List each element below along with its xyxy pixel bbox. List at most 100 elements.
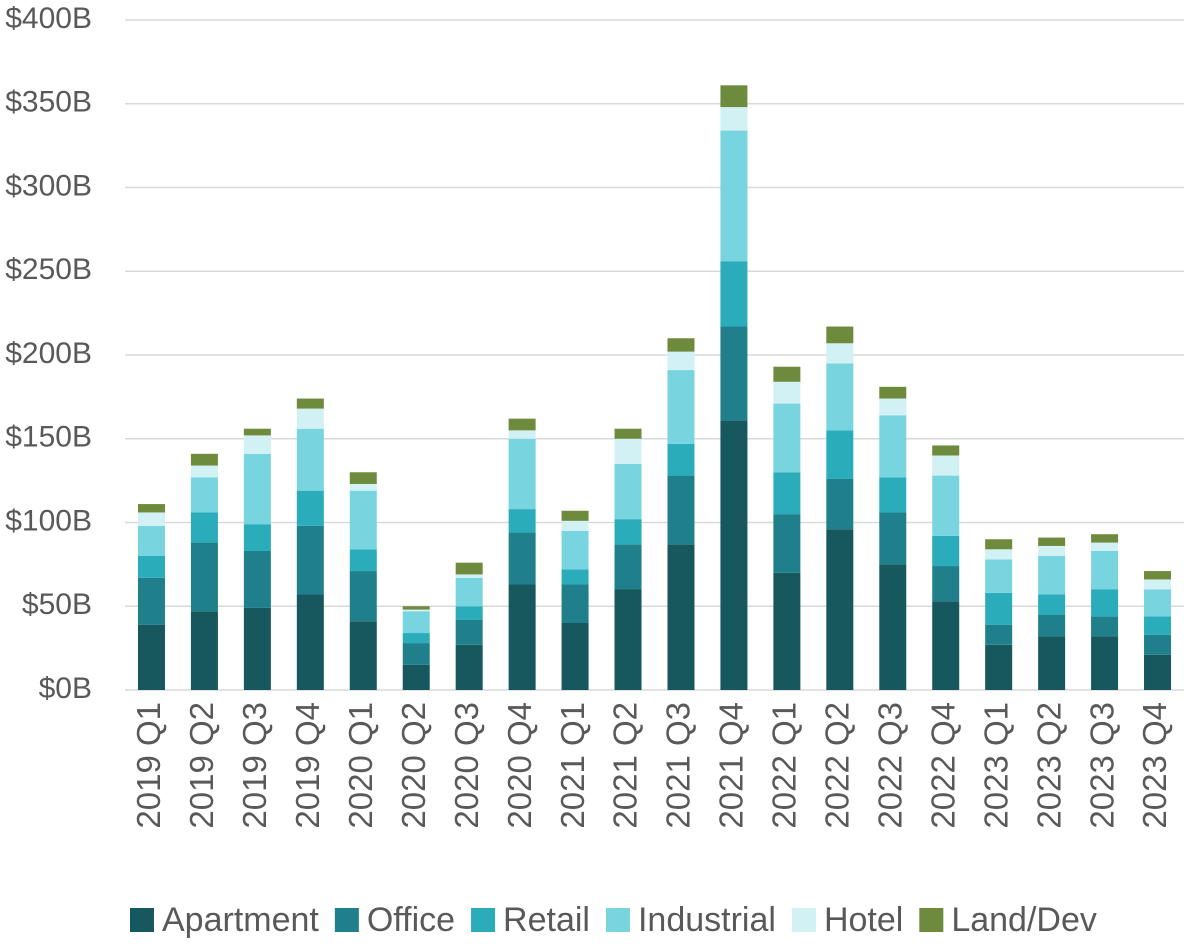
bar-segment (879, 477, 907, 513)
bar-segment (243, 550, 271, 608)
bar-segment (137, 556, 165, 578)
bar-segment (402, 606, 430, 610)
bar-segment (667, 370, 695, 444)
bar-segment (720, 420, 748, 690)
bar-segment (455, 574, 483, 578)
y-tick-label: $400B (5, 2, 92, 35)
bar-segment (720, 130, 748, 262)
bar-segment (932, 535, 960, 567)
x-tick-label: 2022 Q3 (871, 702, 908, 829)
bar-segment (296, 525, 324, 595)
legend-swatch (334, 908, 359, 932)
bar-segment (349, 571, 377, 622)
x-tick-label: 2019 Q3 (236, 702, 273, 829)
x-tick-label: 2020 Q3 (448, 702, 485, 829)
bar-segment (1038, 614, 1066, 637)
bar-segment (349, 472, 377, 484)
bar-segment (773, 514, 801, 573)
bar-segment (1144, 634, 1172, 655)
bar-segment (190, 465, 218, 478)
y-tick-label: $200B (5, 337, 92, 370)
bar-segment (985, 559, 1013, 593)
bar-segment (667, 338, 695, 352)
bar-segment (614, 463, 642, 520)
bar-segment (508, 584, 536, 690)
bar-segment (879, 512, 907, 565)
bar-segment (667, 544, 695, 690)
legend-label: Apartment (162, 901, 319, 939)
bar-segment (190, 611, 218, 690)
y-tick-label: $0B (39, 672, 92, 705)
bar-segment (190, 453, 218, 466)
bar-segment (720, 261, 748, 327)
x-tick-label: 2019 Q2 (183, 702, 220, 829)
bar-segment (667, 351, 695, 371)
bar-segment (296, 594, 324, 690)
y-tick-label: $350B (5, 86, 92, 119)
bar-segment (932, 601, 960, 690)
bar-segment (190, 542, 218, 612)
bar-segment (561, 623, 589, 690)
x-tick-label: 2021 Q4 (713, 702, 750, 829)
bar-segment (1038, 594, 1066, 615)
bar-segment (508, 438, 536, 510)
bar-segment (1144, 616, 1172, 635)
legend-swatch (791, 908, 816, 932)
legend-label: Hotel (824, 901, 903, 939)
bar-segment (296, 490, 324, 526)
bar-segment (455, 644, 483, 690)
x-tick-label: 2022 Q1 (766, 702, 803, 829)
bar-segment (243, 453, 271, 525)
bar-segment (614, 544, 642, 590)
bar-segment (1144, 654, 1172, 690)
bar-segment (826, 363, 854, 431)
bar-segment (985, 624, 1013, 645)
bar-segment (137, 512, 165, 526)
x-tick-label: 2021 Q1 (554, 702, 591, 829)
bar-segment (879, 415, 907, 478)
y-tick-label: $250B (5, 253, 92, 286)
bar-segment (1091, 550, 1119, 590)
bar-segment (1038, 537, 1066, 546)
legend-label: Office (367, 901, 455, 939)
bar-segment (985, 644, 1013, 690)
bar-segment (137, 525, 165, 556)
y-tick-label: $300B (5, 169, 92, 202)
bar-segment (1144, 589, 1172, 617)
bar-segment (826, 343, 854, 364)
legend-label: Retail (503, 901, 590, 939)
x-tick-label: 2019 Q4 (289, 702, 326, 829)
bar-segment (720, 85, 748, 108)
bar-segment (773, 381, 801, 404)
bar-segment (508, 418, 536, 431)
bar-segment (985, 549, 1013, 560)
bar-segment (243, 607, 271, 690)
bar-segment (190, 477, 218, 513)
bar-segment (296, 398, 324, 409)
bar-segment (243, 435, 271, 454)
bar-segment (402, 633, 430, 644)
x-tick-label: 2020 Q2 (395, 702, 432, 829)
legend-label: Industrial (638, 901, 776, 939)
bar-segment (826, 326, 854, 344)
bar-segment (773, 403, 801, 473)
bar-segment (402, 609, 430, 612)
bar-segment (508, 509, 536, 533)
bar-segment (402, 611, 430, 634)
bar-segment (1091, 636, 1119, 690)
legend-swatch (605, 908, 630, 932)
bar-segment (614, 438, 642, 464)
bar-segment (879, 564, 907, 690)
bar-segment (561, 510, 589, 521)
bar-segment (932, 475, 960, 536)
bar-segment (137, 624, 165, 690)
bar-segment (402, 664, 430, 690)
legend-swatch (919, 908, 944, 932)
bar-segment (349, 490, 377, 550)
bar-segment (773, 572, 801, 690)
x-tick-label: 2021 Q3 (660, 702, 697, 829)
bar-segment (985, 539, 1013, 550)
x-tick-label: 2022 Q4 (924, 702, 961, 829)
bar-segment (561, 584, 589, 623)
